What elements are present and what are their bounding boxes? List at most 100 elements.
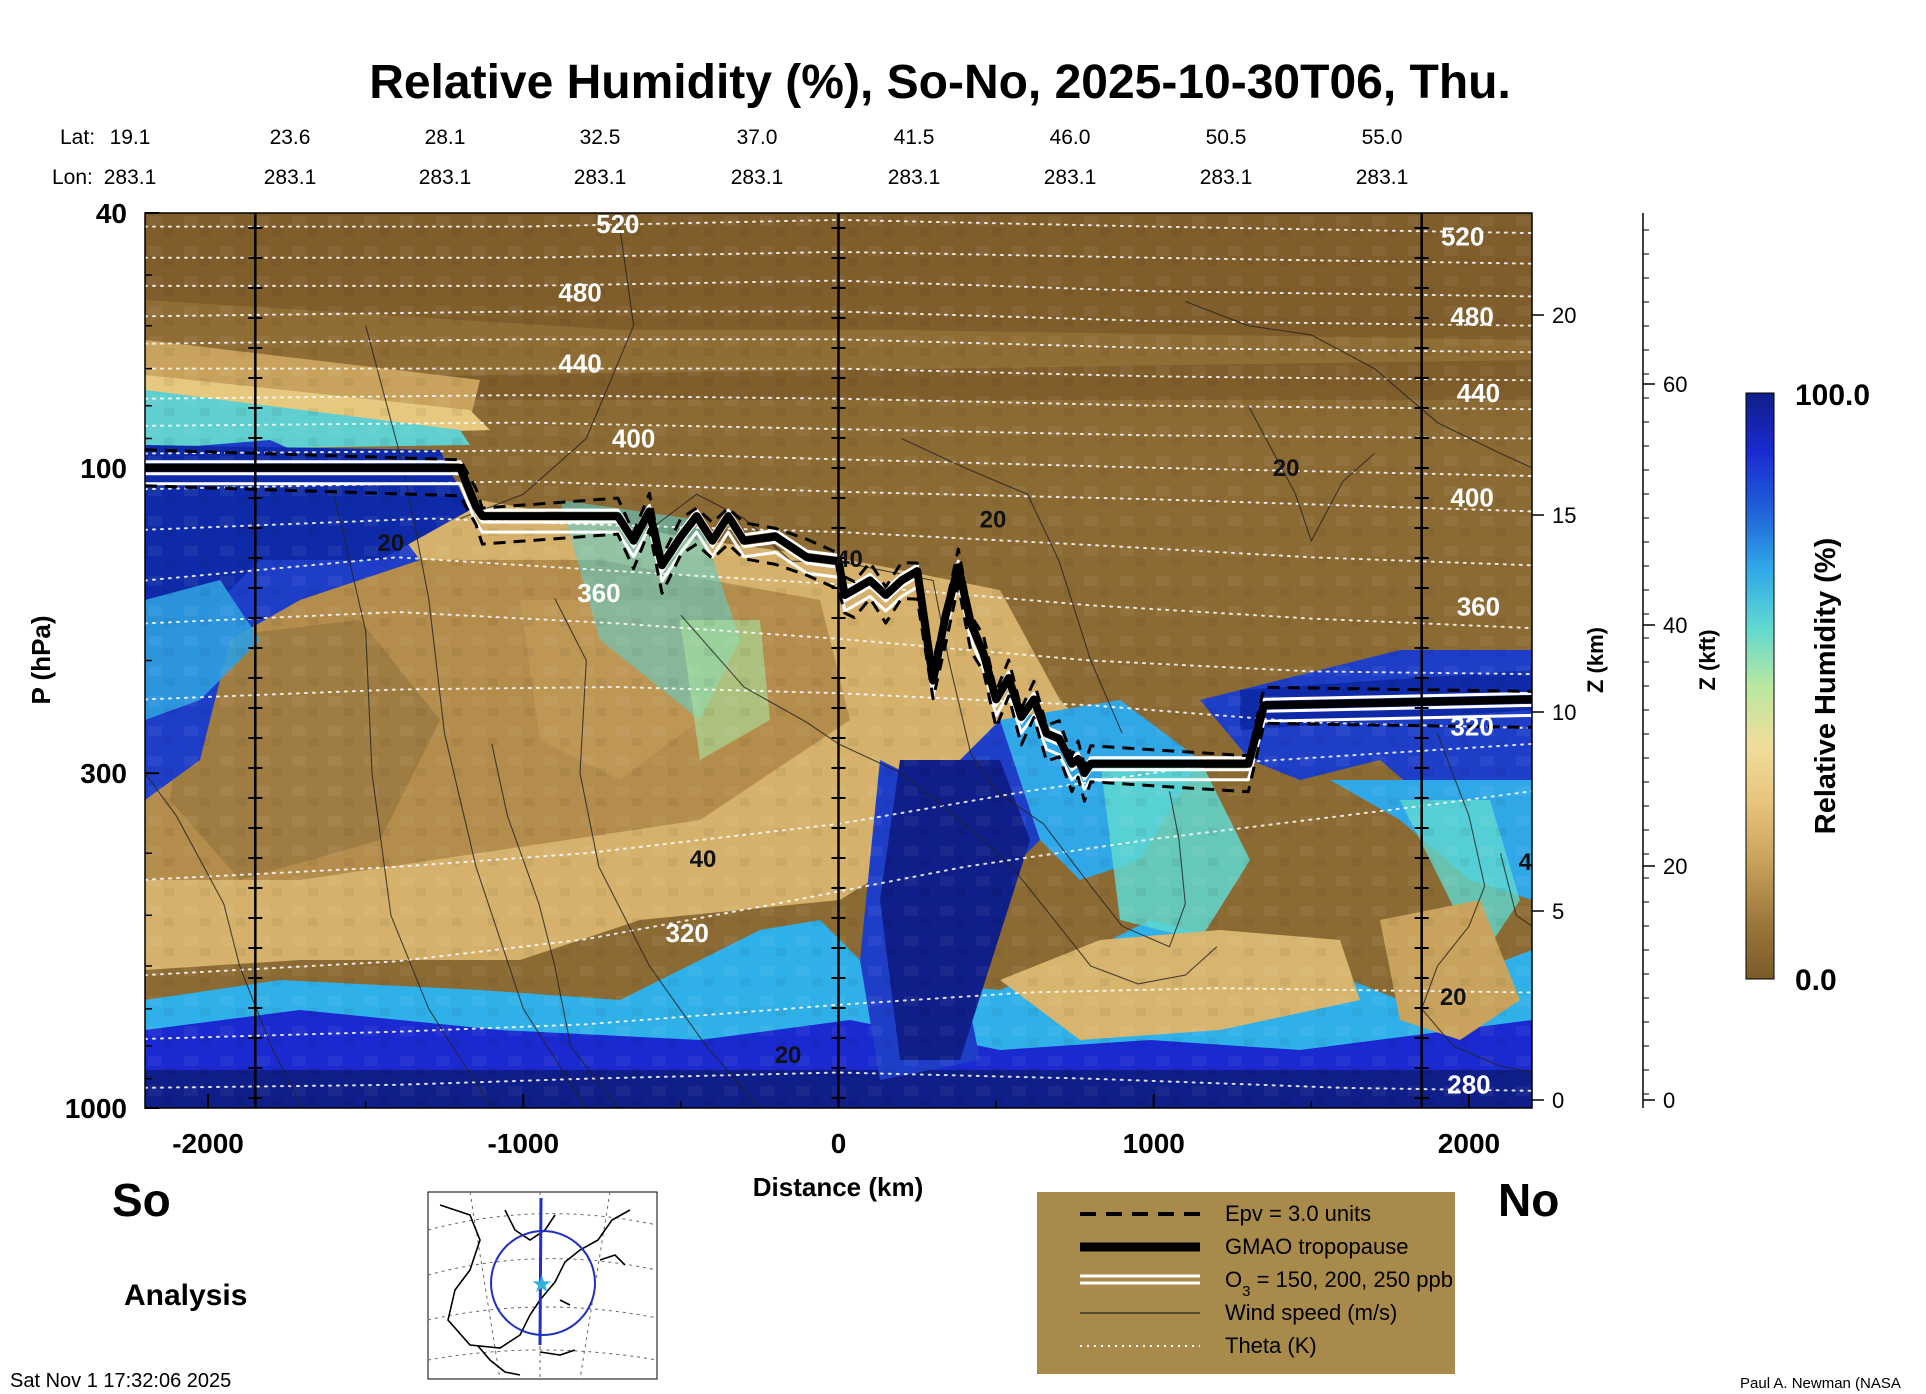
theta-label: 520 bbox=[1441, 222, 1484, 252]
z-km-tick-label: 15 bbox=[1552, 503, 1576, 528]
theta-label: 480 bbox=[558, 278, 601, 308]
lon-row-label: Lon: bbox=[52, 166, 93, 189]
lat-value: 55.0 bbox=[1362, 126, 1403, 149]
colorbar-label: Relative Humidity (%) bbox=[1810, 538, 1842, 835]
legend-label: O3 = 150, 200, 250 ppb bbox=[1225, 1267, 1453, 1300]
x-tick-label: 2000 bbox=[1438, 1128, 1500, 1159]
x-tick-label: -2000 bbox=[172, 1128, 244, 1159]
theta-line bbox=[145, 987, 1532, 1040]
lat-value: 41.5 bbox=[894, 126, 935, 149]
lon-value: 283.1 bbox=[888, 166, 941, 189]
lat-row-label: Lat: bbox=[60, 126, 95, 149]
lat-value: 46.0 bbox=[1050, 126, 1091, 149]
lat-value: 50.5 bbox=[1206, 126, 1247, 149]
legend-label: GMAO tropopause bbox=[1225, 1234, 1408, 1259]
lat-value: 32.5 bbox=[580, 126, 621, 149]
theta-label: 440 bbox=[558, 349, 601, 379]
x-tick-label: 0 bbox=[831, 1128, 847, 1159]
z-km-tick-label: 10 bbox=[1552, 700, 1576, 725]
x-tick-label: -1000 bbox=[487, 1128, 559, 1159]
legend-label: Epv = 3.0 units bbox=[1225, 1201, 1371, 1226]
lon-value: 283.1 bbox=[264, 166, 317, 189]
south-label: So bbox=[112, 1174, 171, 1226]
z-kft-tick-label: 20 bbox=[1663, 854, 1687, 879]
theta-label: 320 bbox=[1450, 712, 1493, 742]
tropopause-line bbox=[145, 463, 1532, 778]
wind-contour bbox=[491, 743, 619, 1108]
wind-speed-contours bbox=[145, 213, 1532, 1108]
z-kft-label: Z (kft) bbox=[1695, 629, 1720, 690]
lat-lon-header: Lat: Lon: 19.1 23.6 28.1 32.5 37.0 41.5 46.0 50.5… bbox=[52, 126, 1408, 189]
epv-contour bbox=[145, 448, 1532, 767]
wind-contour bbox=[649, 493, 1186, 948]
wind-label: 20 bbox=[980, 507, 1007, 534]
z-kft-tick-label: 0 bbox=[1663, 1088, 1675, 1113]
location-map: ★ bbox=[427, 1191, 658, 1380]
lat-value: 23.6 bbox=[270, 126, 311, 149]
y-axis-label: P (hPa) bbox=[26, 615, 56, 704]
wind-contour bbox=[1421, 733, 1532, 1074]
lat-value: 19.1 bbox=[110, 126, 151, 149]
theta-label: 400 bbox=[612, 424, 655, 454]
wind-contour bbox=[680, 614, 1218, 985]
colorbar-min: 0.0 bbox=[1795, 964, 1837, 997]
theta-line bbox=[145, 790, 1532, 977]
theta-label: 320 bbox=[665, 918, 708, 948]
wind-label: 40 bbox=[690, 846, 717, 873]
theta-line bbox=[145, 517, 1532, 567]
theta-line bbox=[145, 685, 1532, 730]
x-axis-label: Distance (km) bbox=[753, 1172, 924, 1202]
z-kft-axis: 0 20 40 60 bbox=[1642, 213, 1687, 1113]
wind-contour bbox=[333, 494, 493, 1108]
theta-label: 400 bbox=[1450, 483, 1493, 513]
theta-label: 360 bbox=[577, 578, 620, 608]
z-km-tick-label: 0 bbox=[1552, 1088, 1564, 1113]
colorbar-max: 100.0 bbox=[1795, 379, 1870, 412]
epv-contours bbox=[145, 448, 1532, 803]
epv-contour bbox=[145, 484, 1532, 803]
theta-label: 440 bbox=[1457, 378, 1500, 408]
z-kft-tick-label: 40 bbox=[1663, 613, 1687, 638]
legend-label: Wind speed (m/s) bbox=[1225, 1300, 1397, 1325]
z-km-axis: 0 5 10 15 20 bbox=[1532, 303, 1576, 1113]
analysis-label: Analysis bbox=[124, 1279, 247, 1312]
z-kft-tick-label: 60 bbox=[1663, 372, 1687, 397]
wind-label: 20 bbox=[775, 1042, 802, 1069]
z-km-tick-label: 20 bbox=[1552, 303, 1576, 328]
legend-label: Theta (K) bbox=[1225, 1333, 1317, 1358]
wind-label: 20 bbox=[1273, 455, 1300, 482]
lon-value: 283.1 bbox=[731, 166, 784, 189]
y-axis: 40 100 300 1000 bbox=[65, 198, 159, 1124]
x-axis: -2000 -1000 0 1000 2000 bbox=[172, 1094, 1500, 1159]
theta-label: 360 bbox=[1457, 591, 1500, 621]
y-tick-label: 40 bbox=[96, 198, 127, 229]
theta-label: 480 bbox=[1450, 302, 1493, 332]
x-tick-label: 1000 bbox=[1123, 1128, 1185, 1159]
lat-value: 37.0 bbox=[737, 126, 778, 149]
chart-title: Relative Humidity (%), So-No, 2025-10-30… bbox=[369, 56, 1511, 109]
wind-contour bbox=[1499, 853, 1532, 927]
lon-value: 283.1 bbox=[419, 166, 472, 189]
colorbar-scale bbox=[1745, 392, 1775, 980]
legend: Epv = 3.0 units GMAO tropopause O3 = 150, … bbox=[1037, 1192, 1455, 1374]
colorbar: 100.0 0.0 Relative Humidity (%) bbox=[1745, 379, 1870, 997]
lon-value: 283.1 bbox=[1200, 166, 1253, 189]
theta-line bbox=[145, 279, 1532, 298]
theta-label: 520 bbox=[596, 209, 639, 239]
timestamp: Sat Nov 1 17:32:06 2025 bbox=[10, 1370, 231, 1392]
wind-label: 40 bbox=[836, 546, 863, 573]
theta-line bbox=[145, 449, 1532, 477]
section-markers bbox=[248, 213, 1429, 1108]
y-tick-label: 300 bbox=[80, 758, 127, 789]
theta-line bbox=[145, 480, 1532, 513]
credit: Paul A. Newman (NASA bbox=[1740, 1375, 1901, 1392]
lat-value: 28.1 bbox=[425, 126, 466, 149]
north-label: No bbox=[1498, 1174, 1559, 1226]
wind-contour bbox=[901, 438, 1123, 734]
lon-value: 283.1 bbox=[574, 166, 627, 189]
wind-contour bbox=[554, 598, 761, 1108]
wind-label: 20 bbox=[1440, 984, 1467, 1011]
y-tick-label: 100 bbox=[80, 453, 127, 484]
svg-text:★: ★ bbox=[531, 1270, 553, 1298]
